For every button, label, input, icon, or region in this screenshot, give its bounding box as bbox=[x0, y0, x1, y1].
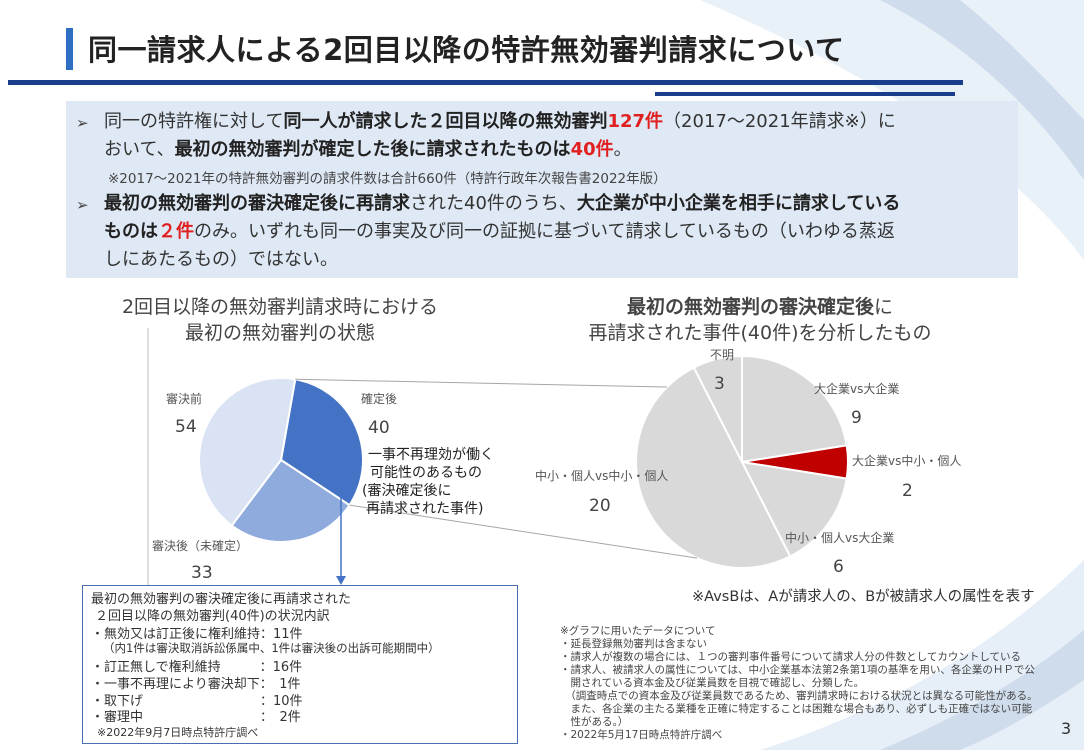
right-label-large-vs-large: 大企業vs大企業 bbox=[814, 382, 900, 396]
bullet-1-line-2: おいて、最初の無効審判が確定した後に請求されたものは40件。 bbox=[104, 139, 632, 160]
left-label-pre-decision: 審決前 bbox=[166, 392, 203, 406]
right-chart-title: 最初の無効審判の審決確定後に 再請求された事件(40件)を分析したもの bbox=[588, 296, 932, 344]
arrow-down-icon bbox=[336, 576, 346, 585]
bullet-2-line-3: しにあたるもの）ではない。 bbox=[104, 249, 338, 270]
bullet-2-line-2: ものは２件のみ。いずれも同一の事実及び同一の証拠に基づいて請求しているもの（いわ… bbox=[104, 221, 895, 242]
left-label-finalized: 確定後 bbox=[361, 392, 398, 406]
breakdown-note: ※2022年9月7日時点特許庁調べ bbox=[97, 726, 259, 739]
title-underline bbox=[8, 80, 963, 85]
page-title: 同一請求人による2回目以降の特許無効審判請求について bbox=[88, 33, 845, 67]
bullet-1-line-1: 同一の特許権に対して同一人が請求した２回目以降の無効審判127件（2017～20… bbox=[104, 111, 896, 132]
right-label-sme-vs-large: 中小・個人vs大企業 bbox=[785, 531, 895, 545]
pie-slice-large-vs-large bbox=[741, 354, 848, 464]
left-value-finalized: 40 bbox=[368, 418, 390, 438]
pie-slice-after-decision bbox=[230, 458, 351, 543]
bullet-arrow-icon: ➢ bbox=[76, 114, 89, 132]
breakdown-row-2: ・訂正無しで権利維持 ：16件 bbox=[91, 660, 303, 675]
summary-box: ➢ 同一の特許権に対して同一人が請求した２回目以降の無効審判127件（2017～… bbox=[66, 101, 1018, 278]
right-label-large-vs-sme: 大企業vs中小・個人 bbox=[852, 454, 962, 468]
right-value-unknown: 3 bbox=[714, 374, 725, 394]
pie-slice-sme-vs-large bbox=[740, 460, 848, 558]
right-label-unknown: 不明 bbox=[710, 348, 735, 362]
pie-slice-finalized bbox=[279, 378, 364, 507]
breakdown-box: 最初の無効審判の審決確定後に再請求された ２回目以降の無効審判(40件)の状況内… bbox=[82, 585, 518, 744]
breakdown-row-1-sub: （内1件は審決取消訴訟係属中、1件は審決後の出訴可能期間中） bbox=[103, 641, 440, 655]
breakdown-row-4: ・取下げ ：10件 bbox=[91, 694, 303, 709]
right-chart-footnote: ※AvsBは、Aが請求人の、Bが被請求人の属性を表す bbox=[692, 589, 1035, 605]
bullet-arrow-icon: ➢ bbox=[76, 196, 89, 214]
right-value-sme-vs-large: 6 bbox=[833, 557, 844, 577]
title-underline-secondary bbox=[655, 92, 955, 96]
right-value-sme-vs-sme: 20 bbox=[589, 496, 611, 516]
pie-slice-pre-decision bbox=[198, 377, 297, 527]
right-label-sme-vs-sme: 中小・個人vs中小・個人 bbox=[535, 469, 669, 483]
breakdown-row-1: ・無効又は訂正後に権利維持：11件 bbox=[91, 627, 303, 642]
finalized-callout: 一事不再理効が働く 可能性のあるもの (審決確定後に 再請求された事件) bbox=[362, 447, 494, 517]
breakdown-row-5: ・審理中 ： 2件 bbox=[91, 710, 301, 725]
pie-slice-sme-vs-sme bbox=[635, 366, 792, 569]
bullet-1-note: ※2017～2021年の特許無効審判の請求件数は合計660件（特許行政年次報告書… bbox=[108, 171, 667, 187]
bullet-2-line-1: 最初の無効審判の審決確定後に再請求された40件のうち、大企業が中小企業を相手に請… bbox=[104, 193, 901, 214]
data-notes: ※グラフに用いたデータについて ・延長登録無効審判は含まない ・請求人が複数の場… bbox=[560, 625, 1038, 741]
left-chart-title: 2回目以降の無効審判請求時における 最初の無効審判の状態 bbox=[121, 296, 439, 344]
right-value-large-vs-sme: 2 bbox=[902, 481, 913, 501]
left-value-pre-decision: 54 bbox=[175, 417, 197, 437]
connector-line-top bbox=[295, 378, 668, 388]
connector-line-bottom bbox=[349, 504, 698, 559]
breakdown-row-3: ・一事不再理により審決却下： 1件 bbox=[91, 677, 301, 692]
title-accent-bar bbox=[66, 28, 73, 70]
right-value-large-vs-large: 9 bbox=[851, 408, 862, 428]
breakdown-title-1: 最初の無効審判の審決確定後に再請求された bbox=[91, 592, 352, 607]
pie-slice-unknown bbox=[692, 354, 743, 463]
left-label-after-decision: 審決後（未確定） bbox=[152, 539, 249, 553]
page-number: 3 bbox=[1061, 719, 1072, 738]
left-value-after-decision: 33 bbox=[191, 563, 213, 583]
breakdown-title-2: ２回目以降の無効審判(40件)の状況内訳 bbox=[95, 609, 330, 624]
